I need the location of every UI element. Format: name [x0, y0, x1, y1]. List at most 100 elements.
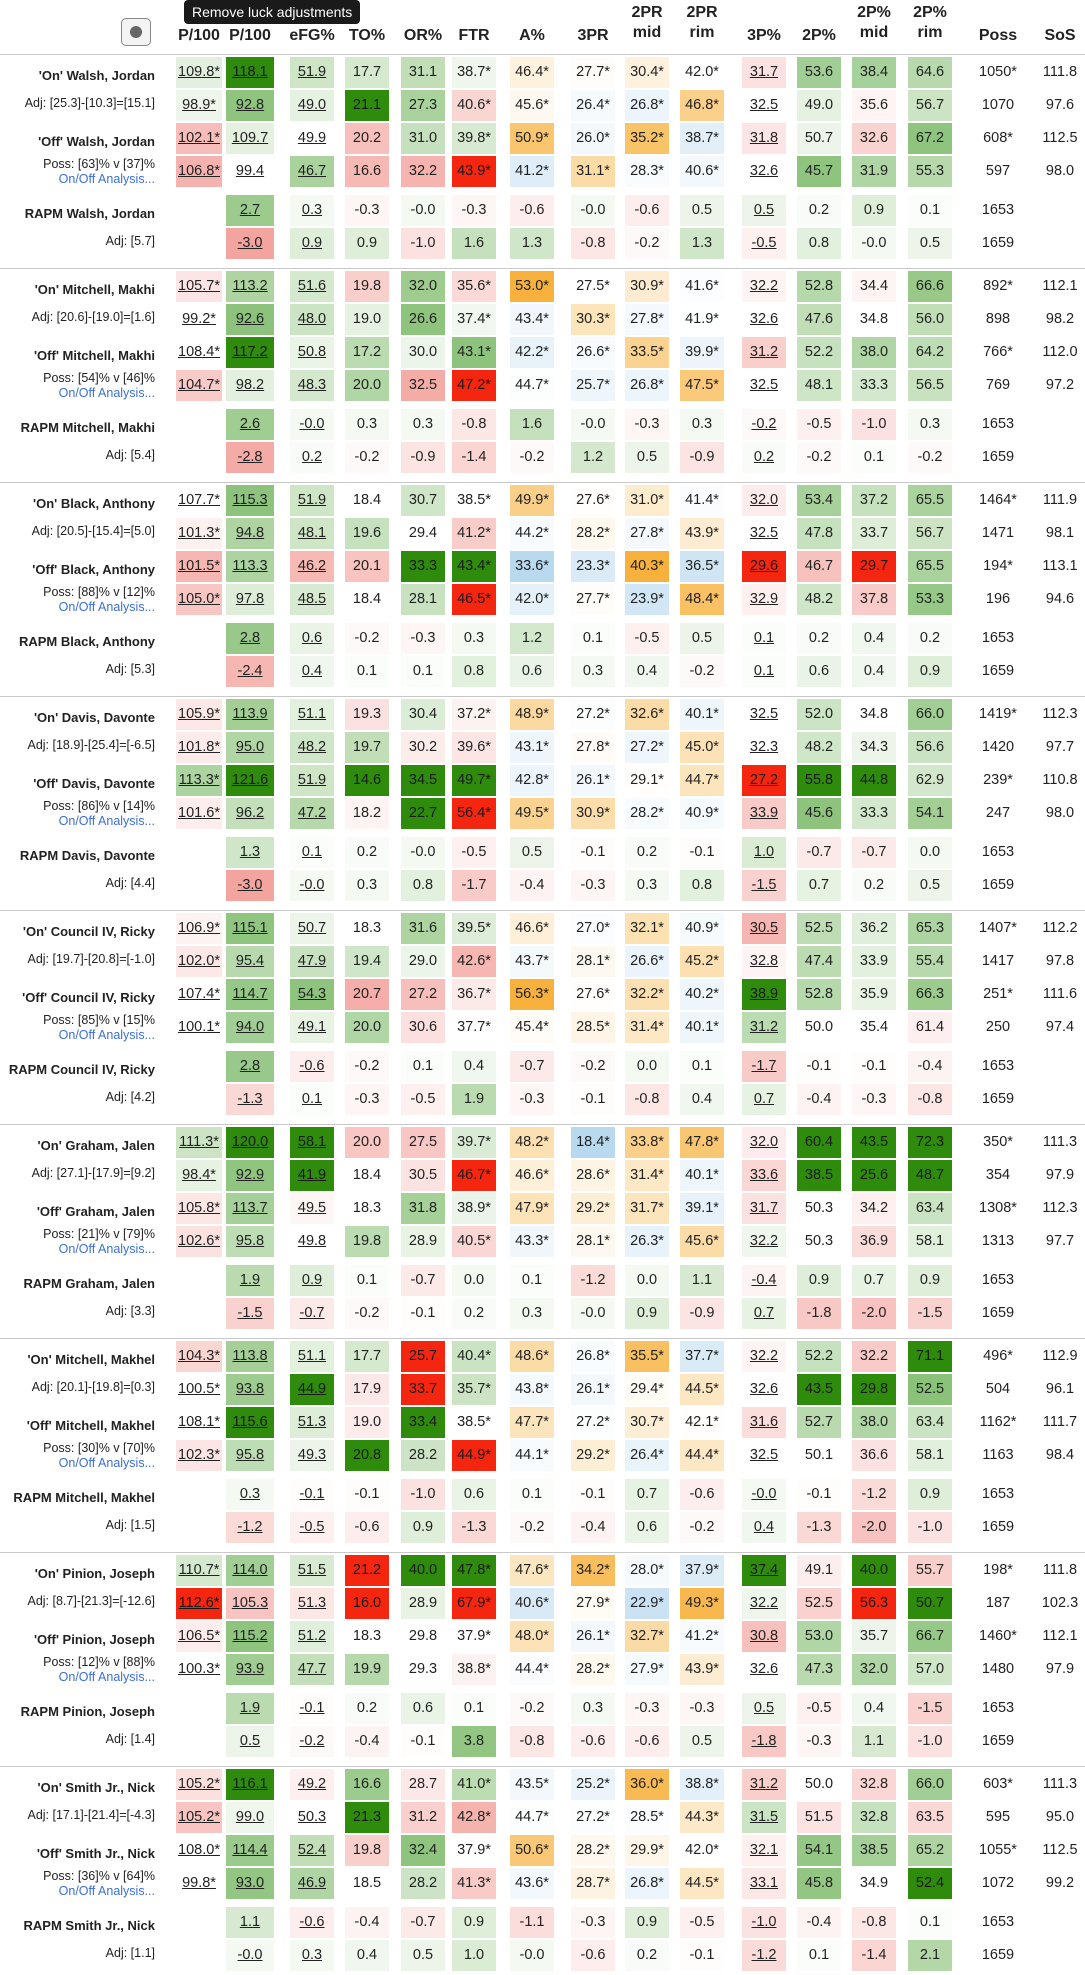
stat-cell-efg[interactable]: 47.9: [290, 946, 334, 977]
stat-cell-p100a[interactable]: 99.8*: [176, 1868, 222, 1899]
stat-cell-p100b[interactable]: 93.9: [226, 1654, 274, 1685]
stat-cell-efg[interactable]: 0.4: [290, 656, 334, 687]
stat-cell-3p[interactable]: 32.2: [742, 1588, 786, 1619]
stat-cell-p100a[interactable]: 111.3*: [176, 1127, 222, 1158]
stat-cell-p100b[interactable]: 114.4: [226, 1835, 274, 1866]
stat-cell-3p[interactable]: 32.0: [742, 1127, 786, 1158]
stat-cell-p100b[interactable]: 2.8: [226, 623, 274, 654]
on-off-analysis-link[interactable]: On/Off Analysis...: [58, 1242, 155, 1256]
stat-cell-efg[interactable]: 49.1: [290, 1012, 334, 1043]
stat-cell-efg[interactable]: 51.6: [290, 271, 334, 302]
stat-cell-3p[interactable]: 33.9: [742, 798, 786, 829]
stat-cell-3p[interactable]: -0.0: [742, 1479, 786, 1510]
stat-cell-3p[interactable]: 32.2: [742, 1226, 786, 1257]
stat-cell-efg[interactable]: -0.6: [290, 1051, 334, 1082]
stat-cell-p100a[interactable]: 106.5*: [176, 1621, 222, 1652]
stat-cell-efg[interactable]: 51.9: [290, 57, 334, 88]
stat-cell-p100a[interactable]: 110.7*: [176, 1555, 222, 1586]
stat-cell-efg[interactable]: 46.2: [290, 551, 334, 582]
stat-cell-p100b[interactable]: -1.5: [226, 1298, 274, 1329]
stat-cell-p100a[interactable]: 101.5*: [176, 551, 222, 582]
stat-cell-3p[interactable]: 32.5: [742, 518, 786, 549]
stat-cell-p100b[interactable]: 98.2: [226, 370, 274, 401]
stat-cell-p100a[interactable]: 107.4*: [176, 979, 222, 1010]
stat-cell-p100a[interactable]: 109.8*: [176, 57, 222, 88]
stat-cell-p100b[interactable]: 2.8: [226, 1051, 274, 1082]
stat-cell-p100a[interactable]: 106.8*: [176, 156, 222, 187]
stat-cell-p100b[interactable]: 92.6: [226, 304, 274, 335]
stat-cell-efg[interactable]: 51.1: [290, 1341, 334, 1372]
stat-cell-p100b[interactable]: -0.0: [226, 1940, 274, 1971]
stat-cell-p100a[interactable]: 105.2*: [176, 1802, 222, 1833]
stat-cell-efg[interactable]: 0.1: [290, 837, 334, 868]
stat-cell-p100b[interactable]: 92.8: [226, 90, 274, 121]
stat-cell-3p[interactable]: -1.7: [742, 1051, 786, 1082]
stat-cell-3p[interactable]: 0.5: [742, 195, 786, 226]
stat-cell-3p[interactable]: 32.5: [742, 90, 786, 121]
stat-cell-efg[interactable]: 0.1: [290, 1084, 334, 1115]
stat-cell-p100a[interactable]: 102.0*: [176, 946, 222, 977]
stat-cell-p100b[interactable]: 92.9: [226, 1160, 274, 1191]
stat-cell-3p[interactable]: 32.5: [742, 699, 786, 730]
stat-cell-p100a[interactable]: 102.1*: [176, 123, 222, 154]
stat-cell-3p[interactable]: 38.9: [742, 979, 786, 1010]
stat-cell-efg[interactable]: -0.2: [290, 1726, 334, 1757]
on-off-analysis-link[interactable]: On/Off Analysis...: [58, 1456, 155, 1470]
stat-cell-p100b[interactable]: 113.9: [226, 699, 274, 730]
stat-cell-p100b[interactable]: 115.6: [226, 1407, 274, 1438]
stat-cell-efg[interactable]: -0.5: [290, 1512, 334, 1543]
stat-cell-p100b[interactable]: -3.0: [226, 870, 274, 901]
stat-cell-efg[interactable]: 46.9: [290, 1868, 334, 1899]
stat-cell-efg[interactable]: -0.7: [290, 1298, 334, 1329]
stat-cell-p100b[interactable]: 121.6: [226, 765, 274, 796]
stat-cell-3p[interactable]: -0.2: [742, 409, 786, 440]
stat-cell-p100a[interactable]: 101.8*: [176, 732, 222, 763]
stat-cell-efg[interactable]: 51.3: [290, 1588, 334, 1619]
stat-cell-efg[interactable]: 51.2: [290, 1621, 334, 1652]
stat-cell-p100a[interactable]: 98.9*: [176, 90, 222, 121]
stat-cell-p100b[interactable]: 109.7: [226, 123, 274, 154]
stat-cell-3p[interactable]: 0.4: [742, 1512, 786, 1543]
stat-cell-p100a[interactable]: 108.0*: [176, 1835, 222, 1866]
stat-cell-efg[interactable]: -0.0: [290, 409, 334, 440]
stat-cell-3p[interactable]: 32.5: [742, 370, 786, 401]
stat-cell-p100a[interactable]: 101.6*: [176, 798, 222, 829]
stat-cell-3p[interactable]: -1.2: [742, 1940, 786, 1971]
stat-cell-p100b[interactable]: 105.3: [226, 1588, 274, 1619]
stat-cell-p100b[interactable]: -3.0: [226, 228, 274, 259]
stat-cell-efg[interactable]: 50.8: [290, 337, 334, 368]
stat-cell-3p[interactable]: 32.6: [742, 156, 786, 187]
stat-cell-3p[interactable]: 33.1: [742, 1868, 786, 1899]
stat-cell-p100b[interactable]: 115.2: [226, 1621, 274, 1652]
stat-cell-p100a[interactable]: 108.1*: [176, 1407, 222, 1438]
stat-cell-efg[interactable]: 58.1: [290, 1127, 334, 1158]
stat-cell-p100a[interactable]: 105.8*: [176, 1193, 222, 1224]
stat-cell-p100b[interactable]: 116.1: [226, 1769, 274, 1800]
column-header-p100b[interactable]: P/100: [216, 26, 284, 46]
on-off-analysis-link[interactable]: On/Off Analysis...: [58, 600, 155, 614]
stat-cell-p100a[interactable]: 105.2*: [176, 1769, 222, 1800]
stat-cell-p100b[interactable]: 97.8: [226, 584, 274, 615]
stat-cell-efg[interactable]: -0.6: [290, 1907, 334, 1938]
stat-cell-p100b[interactable]: -2.4: [226, 656, 274, 687]
stat-cell-efg[interactable]: 51.3: [290, 1407, 334, 1438]
column-header-or[interactable]: OR%: [391, 26, 455, 46]
stat-cell-p100b[interactable]: 95.8: [226, 1226, 274, 1257]
stat-cell-3p[interactable]: 0.7: [742, 1298, 786, 1329]
stat-cell-p100b[interactable]: 114.7: [226, 979, 274, 1010]
column-header-p100a[interactable]: P/100: [166, 26, 232, 46]
column-header-2primp[interactable]: 2P% rim: [898, 3, 962, 43]
stat-cell-p100b[interactable]: 99.4: [226, 156, 274, 187]
on-off-analysis-link[interactable]: On/Off Analysis...: [58, 1670, 155, 1684]
stat-cell-3p[interactable]: 0.7: [742, 1084, 786, 1115]
stat-cell-p100a[interactable]: 104.7*: [176, 370, 222, 401]
column-header-3pr[interactable]: 3PR: [561, 26, 625, 46]
stat-cell-efg[interactable]: -0.1: [290, 1693, 334, 1724]
stat-cell-p100a[interactable]: 107.7*: [176, 485, 222, 516]
stat-cell-3p[interactable]: 31.6: [742, 1407, 786, 1438]
stat-cell-3p[interactable]: 31.2: [742, 337, 786, 368]
stat-cell-p100b[interactable]: 113.3: [226, 551, 274, 582]
stat-cell-p100b[interactable]: 94.8: [226, 518, 274, 549]
column-header-2p[interactable]: 2P%: [787, 26, 851, 46]
column-header-ftr[interactable]: FTR: [442, 26, 506, 46]
